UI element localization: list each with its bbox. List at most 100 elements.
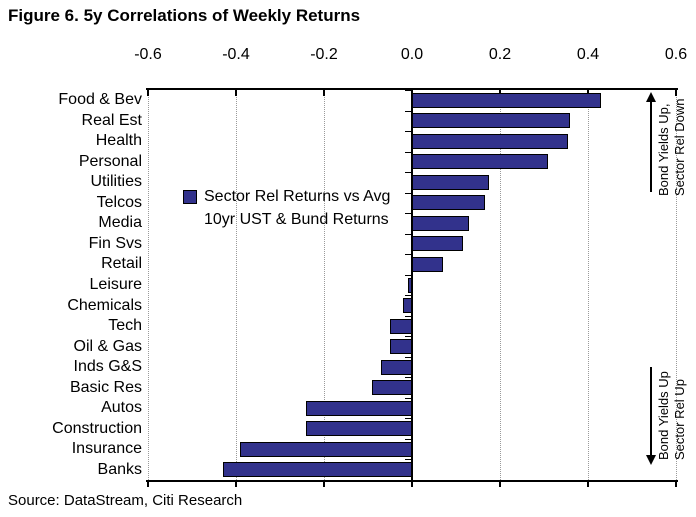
x-tick-label-0.0: 0.0 (400, 46, 424, 63)
gridline-0.2 (500, 90, 501, 480)
bar-health (412, 134, 568, 149)
bar-banks (223, 462, 412, 477)
bottom-tick--0.4 (235, 482, 237, 487)
annotation-top-line2: Sector Rel Down (672, 98, 687, 196)
gridline--0.2 (324, 90, 325, 480)
top-tick-0.6 (675, 90, 677, 96)
bar-tech (390, 319, 412, 334)
category-label-utilities: Utilities (90, 173, 142, 190)
annotation-top-text: Bond Yields Up, Sector Rel Down (656, 94, 688, 196)
top-tick--0.4 (235, 90, 237, 96)
x-tick-label--0.2: -0.2 (310, 46, 338, 63)
category-label-retail: Retail (101, 255, 142, 272)
row-tick (405, 418, 411, 419)
category-label-autos: Autos (101, 399, 142, 416)
category-label-fin-svs: Fin Svs (88, 235, 142, 252)
down-arrow-icon (646, 455, 656, 465)
down-arrow-line (650, 367, 652, 456)
row-tick (405, 480, 411, 481)
annotation-bottom-line1: Bond Yields Up (656, 371, 671, 460)
bar-insurance (240, 442, 412, 457)
legend-marker-icon (183, 190, 197, 204)
top-tick--0.6 (147, 90, 149, 96)
zero-baseline-axis (411, 90, 413, 480)
x-tick-label-0.6: 0.6 (664, 46, 688, 63)
bar-leisure (408, 278, 412, 293)
bar-construction (306, 421, 412, 436)
row-tick (405, 377, 411, 378)
legend-line2: 10yr UST & Bund Returns (204, 211, 389, 228)
bar-personal (412, 154, 548, 169)
category-label-construction: Construction (52, 420, 142, 437)
row-tick (405, 357, 411, 358)
row-tick (405, 172, 411, 173)
category-label-food-bev: Food & Bev (58, 91, 142, 108)
row-tick (405, 193, 411, 194)
row-tick (405, 295, 411, 296)
chart-title: Figure 6. 5y Correlations of Weekly Retu… (8, 6, 361, 25)
category-label-leisure: Leisure (89, 276, 142, 293)
category-label-real-est: Real Est (81, 112, 142, 129)
bar-retail (412, 257, 443, 272)
bar-autos (306, 401, 412, 416)
row-tick (405, 111, 411, 112)
bar-basic-res (372, 380, 412, 395)
x-tick-label-0.4: 0.4 (576, 46, 600, 63)
gridline-0.6 (676, 90, 677, 480)
plot-top-border (146, 88, 678, 90)
category-label-insurance: Insurance (71, 440, 142, 457)
row-tick (405, 90, 411, 91)
category-label-tech: Tech (108, 317, 142, 334)
category-label-banks: Banks (97, 461, 142, 478)
category-label-health: Health (95, 132, 142, 149)
bottom-tick--0.2 (323, 482, 325, 487)
category-label-personal: Personal (78, 153, 142, 170)
x-tick-label--0.6: -0.6 (134, 46, 162, 63)
bar-utilities (412, 175, 489, 190)
bottom-tick-0.6 (675, 482, 677, 487)
source-text: Source: DataStream, Citi Research (8, 492, 243, 509)
up-arrow-icon (646, 92, 656, 102)
gridline--0.4 (236, 90, 237, 480)
bottom-tick-0.0 (411, 482, 413, 487)
category-label-media: Media (98, 214, 142, 231)
row-tick (405, 213, 411, 214)
bar-inds-g-s (381, 360, 412, 375)
gridline--0.6 (148, 90, 149, 480)
up-arrow-line (650, 101, 652, 192)
bottom-tick-0.4 (587, 482, 589, 487)
row-tick (405, 254, 411, 255)
row-tick (405, 131, 411, 132)
legend-line1: Sector Rel Returns vs Avg (204, 188, 391, 205)
row-tick (405, 275, 411, 276)
bar-real-est (412, 113, 570, 128)
row-tick (405, 459, 411, 460)
row-tick (405, 398, 411, 399)
plot-bottom-border (146, 480, 678, 482)
x-tick-label-0.2: 0.2 (488, 46, 512, 63)
row-tick (405, 152, 411, 153)
x-tick-label--0.4: -0.4 (222, 46, 250, 63)
row-tick (405, 316, 411, 317)
annotation-bottom-text: Bond Yields Up Sector Rel Up (656, 364, 688, 460)
bar-food-bev (412, 93, 601, 108)
bottom-tick--0.6 (147, 482, 149, 487)
bottom-tick-0.2 (499, 482, 501, 487)
category-label-inds-g-s: Inds G&S (73, 358, 142, 375)
annotation-top-line1: Bond Yields Up, (656, 103, 671, 196)
top-tick--0.2 (323, 90, 325, 96)
bar-oil-gas (390, 339, 412, 354)
bar-fin-svs (412, 236, 463, 251)
legend-label: Sector Rel Returns vs Avg 10yr UST & Bun… (204, 185, 390, 231)
bar-telcos (412, 195, 485, 210)
category-label-oil-gas: Oil & Gas (73, 338, 142, 355)
bar-media (412, 216, 469, 231)
legend: Sector Rel Returns vs Avg 10yr UST & Bun… (183, 185, 390, 231)
annotation-bottom-line2: Sector Rel Up (672, 379, 687, 460)
category-label-chemicals: Chemicals (67, 297, 142, 314)
row-tick (405, 336, 411, 337)
row-tick (405, 439, 411, 440)
gridline-0.4 (588, 90, 589, 480)
bar-chemicals (403, 298, 412, 313)
